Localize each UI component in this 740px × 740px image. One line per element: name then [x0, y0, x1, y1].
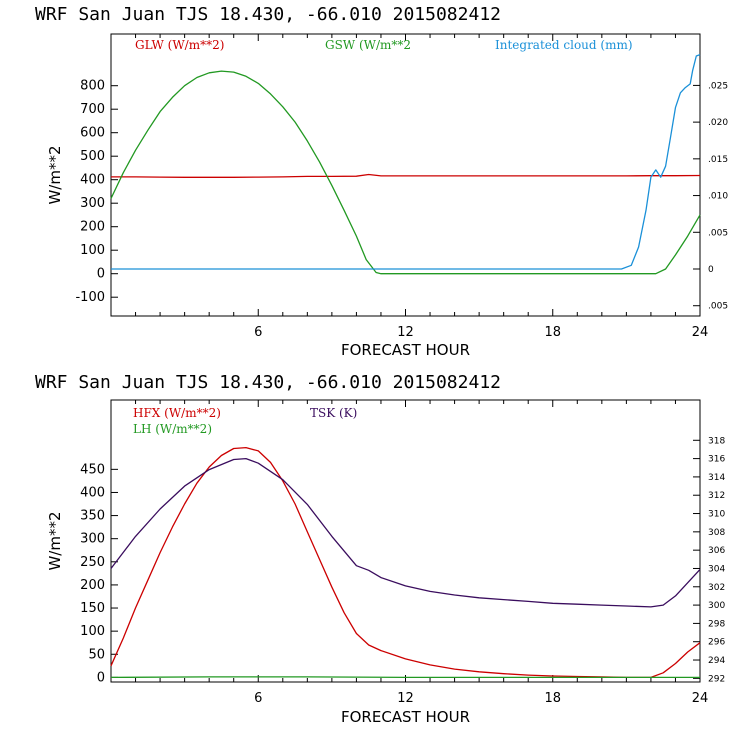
legend-entry-gsw: GSW (W/m**2: [325, 38, 411, 52]
legend-entry-integrated: Integrated cloud (mm): [495, 38, 633, 52]
x-tick-label: 18: [544, 691, 561, 706]
y-axis-label: W/m**2: [46, 145, 64, 204]
x-tick-label: 6: [254, 691, 262, 706]
x-tick-label: 18: [544, 325, 561, 340]
y2-tick-label: 306: [708, 546, 725, 556]
plot-frame: [110, 399, 701, 683]
y-tick-label: 600: [80, 126, 105, 141]
y2-tick-label: 304: [708, 564, 725, 574]
y-tick-label: 0: [97, 670, 105, 685]
y-tick-label: 300: [80, 532, 105, 547]
series-line-tsk: [110, 457, 701, 608]
y-tick-label: 400: [80, 173, 105, 188]
y2-tick-label: 300: [708, 601, 725, 611]
y-tick-label: 400: [80, 485, 105, 500]
panel-radiation: WRF San Juan TJS 18.430, -66.010 2015082…: [35, 4, 728, 359]
y-tick-label: 200: [80, 220, 105, 235]
y2-tick-label: .025: [708, 81, 728, 91]
legend-entry-lh: LH (W/m**2): [133, 422, 212, 436]
x-tick-label: 24: [692, 691, 709, 706]
y2-tick-label: 298: [708, 619, 725, 629]
legend-entry-tsk: TSK (K): [310, 406, 357, 420]
legend-entry-hfx: HFX (W/m**2): [133, 406, 221, 420]
series-line-glw: [111, 173, 701, 178]
y-tick-label: 200: [80, 578, 105, 593]
y-axis-label: W/m**2: [46, 511, 64, 570]
y-tick-label: 0: [97, 267, 105, 282]
y2-tick-label: 312: [708, 491, 725, 501]
y-tick-label: 250: [80, 555, 105, 570]
y-tick-label: -100: [75, 290, 105, 305]
y2-tick-label: .020: [708, 118, 728, 128]
chart-title: WRF San Juan TJS 18.430, -66.010 2015082…: [35, 4, 501, 25]
legend-entry-glw: GLW (W/m**2): [135, 38, 224, 52]
y-tick-label: 700: [80, 102, 105, 117]
y2-tick-label: 308: [708, 528, 725, 538]
y2-tick-label: 294: [708, 656, 725, 666]
y-tick-label: 150: [80, 601, 105, 616]
x-tick-label: 24: [692, 325, 709, 340]
x-axis-label: FORECAST HOUR: [341, 341, 470, 359]
y2-tick-label: .015: [708, 155, 728, 165]
chart-title: WRF San Juan TJS 18.430, -66.010 2015082…: [35, 372, 501, 393]
y-tick-label: 100: [80, 624, 105, 639]
y-tick-label: 100: [80, 243, 105, 258]
y2-tick-label: .005: [708, 228, 728, 238]
y2-tick-label: 292: [708, 674, 725, 684]
y-tick-label: 800: [80, 79, 105, 94]
y2-tick-label: 316: [708, 455, 725, 465]
x-tick-label: 6: [254, 325, 262, 340]
y-tick-label: 50: [88, 647, 105, 662]
y-tick-label: 500: [80, 149, 105, 164]
y2-tick-label: 318: [708, 436, 725, 446]
y2-tick-label: 314: [708, 473, 725, 483]
y2-tick-label: 302: [708, 583, 725, 593]
y2-tick-label: 296: [708, 638, 725, 648]
y-tick-label: 350: [80, 509, 105, 524]
y-tick-label: 300: [80, 196, 105, 211]
series-line-hfx: [110, 446, 701, 679]
series-line-gsw: [110, 70, 701, 275]
series-line-integrated: [111, 53, 701, 270]
y2-tick-label: .010: [708, 192, 728, 202]
x-tick-label: 12: [397, 325, 414, 340]
panel-flux-tsk: WRF San Juan TJS 18.430, -66.010 2015082…: [35, 372, 725, 726]
x-tick-label: 12: [397, 691, 414, 706]
y2-tick-label: .005: [708, 302, 728, 312]
y2-tick-label: 310: [708, 510, 725, 520]
x-axis-label: FORECAST HOUR: [341, 708, 470, 726]
series-line-lh: [110, 676, 700, 679]
y-tick-label: 450: [80, 462, 105, 477]
y2-tick-label: 0: [708, 265, 714, 275]
